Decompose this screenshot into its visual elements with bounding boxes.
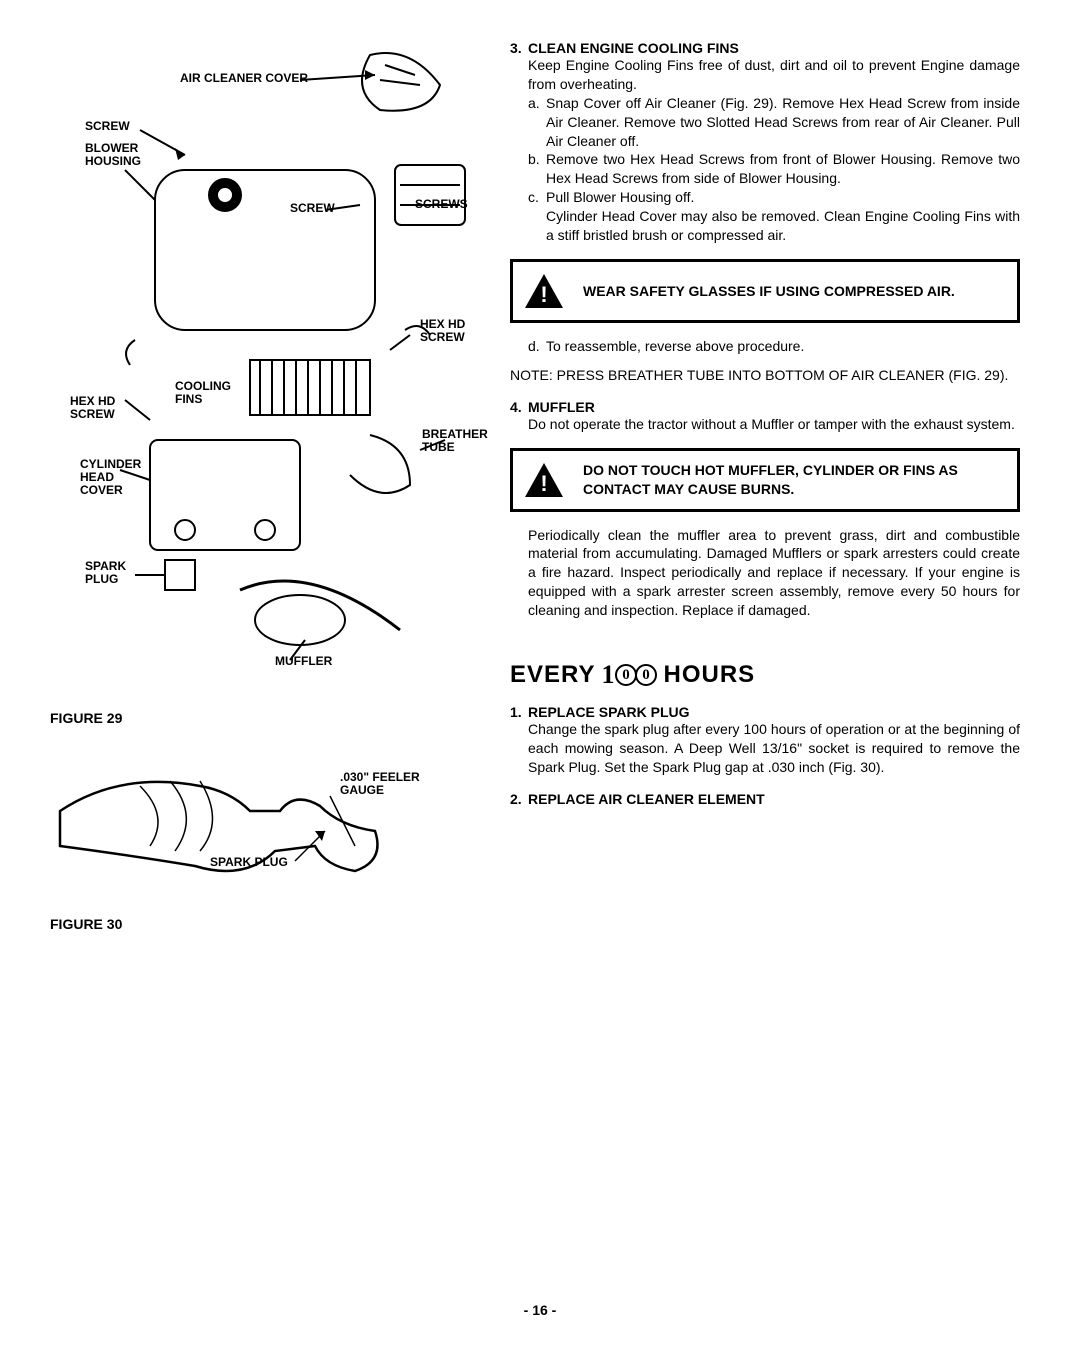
section-4-body: Do not operate the tractor without a Muf… [528, 415, 1020, 434]
sub-b-text: Remove two Hex Head Screws from front of… [546, 150, 1020, 188]
every-100-hours-heading: EVERY 1 0 0 HOURS [510, 660, 1020, 690]
sub-c-letter: c. [528, 188, 546, 207]
warning-box-2: ! DO NOT TOUCH HOT MUFFLER, CYLINDER OR … [510, 448, 1020, 512]
svg-text:!: ! [540, 282, 547, 307]
sub-c-text: Pull Blower Housing off. [546, 188, 694, 207]
muffler-paragraph: Periodically clean the muffler area to p… [528, 526, 1020, 620]
right-column: 3. CLEAN ENGINE COOLING FINS Keep Engine… [510, 40, 1020, 932]
section-h1-title: REPLACE SPARK PLUG [528, 704, 690, 720]
section-h1-body: Change the spark plug after every 100 ho… [528, 720, 1020, 777]
figure-30: .030" FEELER GAUGE SPARK PLUG [50, 756, 480, 906]
callout-spark-plug-30: SPARK PLUG [210, 856, 288, 869]
section-h1: 1. REPLACE SPARK PLUG Change the spark p… [510, 704, 1020, 777]
callout-breather-tube: BREATHER TUBE [422, 428, 488, 454]
section-h2: 2. REPLACE AIR CLEANER ELEMENT [510, 791, 1020, 807]
section-h2-number: 2. [510, 791, 528, 807]
section-h1-number: 1. [510, 704, 528, 720]
every-label: EVERY [510, 661, 595, 689]
callout-blower-housing: BLOWER HOUSING [85, 142, 141, 168]
warning-icon: ! [523, 272, 565, 310]
sub-d-text: To reassemble, reverse above procedure. [546, 337, 804, 356]
callout-air-cleaner-cover: AIR CLEANER COVER [180, 72, 308, 85]
warning-icon: ! [523, 461, 565, 499]
section-3-number: 3. [510, 40, 528, 56]
sub-a-letter: a. [528, 94, 546, 151]
callout-hex-hd-right: HEX HD SCREW [420, 318, 465, 344]
figure-29-caption: FIGURE 29 [50, 710, 480, 726]
section-3-intro: Keep Engine Cooling Fins free of dust, d… [528, 56, 1020, 94]
sub-a-text: Snap Cover off Air Cleaner (Fig. 29). Re… [546, 94, 1020, 151]
hours-digits: 1 0 0 [601, 660, 657, 690]
callout-feeler-gauge: .030" FEELER GAUGE [340, 771, 420, 797]
callout-cyl-head-cover: CYLINDER HEAD COVER [80, 458, 141, 498]
callout-hex-hd-left: HEX HD SCREW [70, 395, 115, 421]
warning-2-text: DO NOT TOUCH HOT MUFFLER, CYLINDER OR FI… [583, 461, 1003, 497]
figure-29: AIR CLEANER COVER SCREW BLOWER HOUSING S… [50, 40, 480, 700]
sub-c2-text: Cylinder Head Cover may also be removed.… [546, 207, 1020, 245]
warning-box-1: ! WEAR SAFETY GLASSES IF USING COMPRESSE… [510, 259, 1020, 323]
section-4-title: MUFFLER [528, 399, 595, 415]
hours-label: HOURS [663, 661, 755, 689]
warning-1-text: WEAR SAFETY GLASSES IF USING COMPRESSED … [583, 282, 955, 300]
callout-muffler: MUFFLER [275, 655, 332, 668]
page-number: - 16 - [0, 1302, 1080, 1318]
note-1: NOTE: PRESS BREATHER TUBE INTO BOTTOM OF… [510, 366, 1020, 385]
callout-cooling-fins: COOLING FINS [175, 380, 231, 406]
callout-spark-plug: SPARK PLUG [85, 560, 126, 586]
sub-d-letter: d. [528, 337, 546, 356]
section-h2-title: REPLACE AIR CLEANER ELEMENT [528, 791, 765, 807]
figure-30-caption: FIGURE 30 [50, 916, 480, 932]
section-3: 3. CLEAN ENGINE COOLING FINS Keep Engine… [510, 40, 1020, 245]
section-4: 4. MUFFLER Do not operate the tractor wi… [510, 399, 1020, 434]
left-column: AIR CLEANER COVER SCREW BLOWER HOUSING S… [50, 40, 480, 932]
page-layout: AIR CLEANER COVER SCREW BLOWER HOUSING S… [50, 40, 1030, 932]
sub-b-letter: b. [528, 150, 546, 188]
digit-1: 1 [601, 660, 615, 690]
svg-text:!: ! [540, 471, 547, 496]
digit-0a: 0 [615, 664, 637, 686]
callout-screws-right: SCREWS [415, 198, 468, 211]
section-4-number: 4. [510, 399, 528, 415]
callout-screw-top: SCREW [85, 120, 130, 133]
callout-screw-mid: SCREW [290, 202, 335, 215]
section-3-title: CLEAN ENGINE COOLING FINS [528, 40, 739, 56]
digit-0b: 0 [635, 664, 657, 686]
